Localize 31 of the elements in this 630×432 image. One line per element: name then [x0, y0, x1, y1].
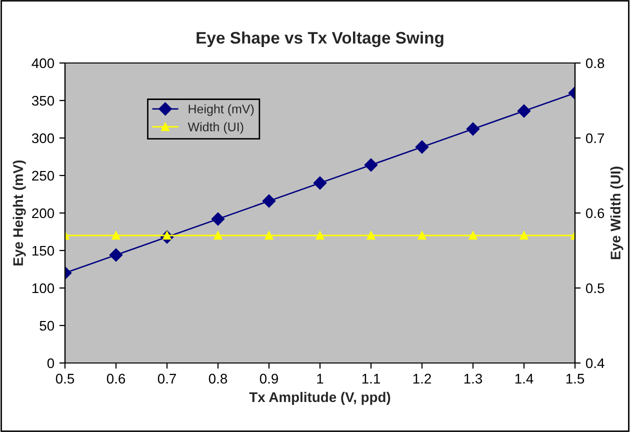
y2-tick-label: 0.6	[586, 208, 604, 218]
x-tick-label: 0.9	[260, 374, 278, 384]
x-tick-label: 0.7	[158, 374, 176, 384]
x-tick-label: 0.8	[208, 374, 228, 384]
x-tick-label: 1.2	[413, 374, 431, 384]
y-tick-label: 250	[32, 170, 54, 181]
x-tick-label: 0.6	[106, 374, 126, 384]
x-tick-label: 1.3	[464, 374, 482, 384]
x-tick-label: 1.4	[515, 374, 534, 384]
y-axis-title: Eye Height (mV)	[12, 160, 26, 266]
x-tick-label: 1	[317, 374, 324, 384]
y2-axis-title: Eye Width (UI)	[610, 166, 624, 260]
y2-tick-label: 0.4	[586, 358, 604, 368]
x-tick-label: 1.1	[362, 374, 380, 384]
y-tick-label: 400	[32, 58, 54, 68]
y-tick-label: 350	[32, 96, 54, 106]
y-tick-label: 100	[32, 283, 54, 294]
y-tick-label: 50	[40, 320, 54, 331]
y2-tick-label: 0.5	[586, 283, 604, 294]
x-tick-label: 1.5	[566, 374, 584, 384]
y-tick-label: 200	[32, 208, 54, 218]
y-tick-label: 0	[47, 358, 54, 368]
x-tick-label: 0.5	[56, 374, 74, 384]
y2-tick-label: 0.7	[586, 133, 604, 144]
chart-title: Eye Shape vs Tx Voltage Swing	[196, 31, 444, 48]
y-tick-label: 300	[32, 133, 54, 144]
y-tick-label: 150	[32, 246, 54, 256]
legend-label: Height (mV)	[188, 104, 254, 116]
x-axis-title: Tx Amplitude (V, ppd)	[249, 392, 390, 405]
y2-tick-label: 0.8	[586, 58, 604, 68]
legend-label: Width (UI)	[188, 122, 244, 134]
